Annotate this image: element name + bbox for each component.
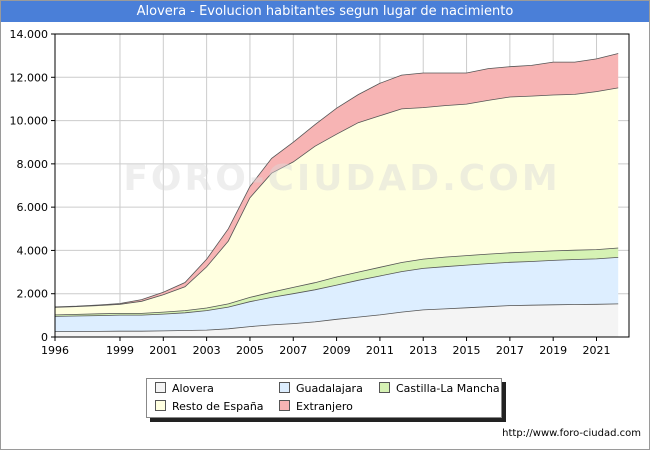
legend-item-extranjero: Extranjero <box>279 400 353 414</box>
legend-label-extranjero: Extranjero <box>296 400 353 413</box>
plot-border <box>54 33 630 338</box>
y-tick-label: 0 <box>41 331 48 344</box>
legend-item-resto-de-espana: Resto de España <box>155 400 264 414</box>
line-resto-de-espana <box>54 87 619 308</box>
legend-label-castilla-la-mancha: Castilla-La Mancha <box>396 382 500 395</box>
x-tick-label: 2021 <box>583 344 611 357</box>
x-tick-label: 2017 <box>496 344 524 357</box>
y-tick-label: 10.000 <box>10 115 49 128</box>
legend-swatch-guadalajara <box>279 382 290 393</box>
area-guadalajara <box>55 257 619 332</box>
x-tick-label: 1996 <box>41 344 69 357</box>
legend-swatch-alovera <box>155 382 166 393</box>
legend-item-castilla-la-mancha: Castilla-La Mancha <box>379 382 500 396</box>
legend-swatch-extranjero <box>279 400 290 411</box>
watermark: FORO-CIUDAD.COM <box>123 158 560 199</box>
x-tick-label: 2013 <box>409 344 437 357</box>
area-resto-de-espana <box>55 87 619 315</box>
legend-label-alovera: Alovera <box>172 382 214 395</box>
chart-title: Alovera - Evolucion habitantes segun lug… <box>1 1 649 22</box>
x-tick-label: 2005 <box>236 344 264 357</box>
x-tick-label: 2015 <box>453 344 481 357</box>
y-tick-label: 8.000 <box>17 158 49 171</box>
series-lines <box>54 53 619 332</box>
legend-label-resto-de-espana: Resto de España <box>172 400 264 413</box>
line-guadalajara <box>54 257 619 317</box>
legend-item-alovera: Alovera <box>155 382 214 396</box>
x-tick-label: 2001 <box>149 344 177 357</box>
y-tick-label: 14.000 <box>10 28 49 41</box>
y-tick-label: 4.000 <box>17 244 49 257</box>
x-tick-label: 2003 <box>193 344 221 357</box>
x-tick-label: 2009 <box>323 344 351 357</box>
y-tick-label: 2.000 <box>17 288 49 301</box>
legend-swatch-castilla-la-mancha <box>379 382 390 393</box>
legend-label-guadalajara: Guadalajara <box>296 382 363 395</box>
legend: Alovera Guadalajara Castilla-La Mancha R… <box>146 378 502 418</box>
line-extranjero <box>54 53 619 308</box>
x-tick-label: 2007 <box>279 344 307 357</box>
x-tick-label: 2011 <box>366 344 394 357</box>
y-tick-label: 12.000 <box>10 71 49 84</box>
area-extranjero <box>55 53 619 308</box>
source-url[interactable]: http://www.foro-ciudad.com <box>502 428 641 439</box>
line-castilla-la-mancha <box>54 247 619 316</box>
area-castilla-la-mancha <box>55 248 619 317</box>
area-series <box>55 53 619 337</box>
x-axis: 1996 1999 2001 2003 2005 2007 2009 2011 2013 2015… <box>41 337 611 357</box>
legend-item-guadalajara: Guadalajara <box>279 382 363 396</box>
line-alovera <box>55 303 619 332</box>
x-tick-label: 1999 <box>106 344 134 357</box>
y-tick-label: 6.000 <box>17 201 49 214</box>
area-alovera <box>55 303 619 337</box>
x-tick-label: 2019 <box>539 344 567 357</box>
y-axis: 0 2.000 4.000 6.000 8.000 10.000 12.000 14.000 <box>10 28 55 344</box>
legend-swatch-resto-de-espana <box>155 400 166 411</box>
